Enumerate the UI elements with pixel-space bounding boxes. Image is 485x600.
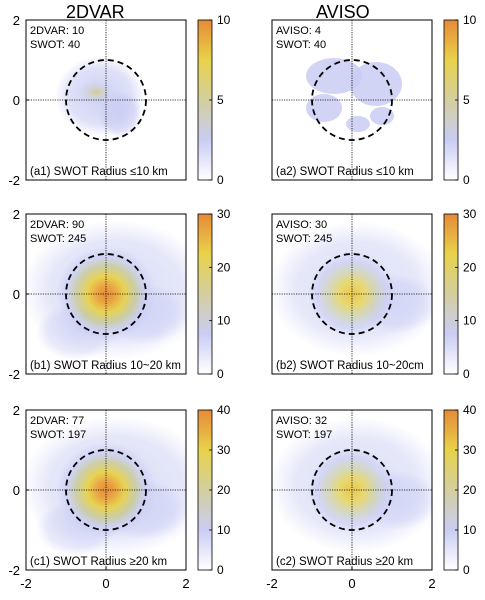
y-tick-label: 2: [13, 207, 20, 222]
reference-circle: [311, 59, 393, 141]
colorbar-tick-label: 5: [217, 93, 224, 107]
count-label: AVISO: 30: [276, 219, 327, 231]
count-label: 2DVAR: 10: [30, 25, 84, 37]
colorbar: [197, 213, 213, 375]
density-patch: [370, 107, 394, 125]
colorbar-tick-label: 10: [217, 13, 231, 27]
reference-circle: [311, 253, 393, 335]
column-title-aviso: AVISO: [316, 2, 370, 22]
panel-caption: (b1) SWOT Radius 10~20 km: [30, 360, 181, 372]
colorbar-tick-label: 20: [217, 260, 231, 274]
colorbar-tick-label: 10: [217, 314, 231, 328]
reference-circle: [65, 59, 147, 141]
density-lobe: [98, 90, 142, 138]
colorbar-tick-label: 40: [217, 403, 231, 417]
density-patch: [346, 116, 370, 132]
x-tick-label: 0: [102, 576, 109, 591]
count-label: SWOT: 245: [276, 233, 332, 245]
y-tick-label: -2: [8, 367, 20, 382]
y-tick-label: -2: [8, 563, 20, 578]
colorbar-tick-label: 20: [463, 260, 477, 274]
panel-caption: (a2) SWOT Radius ≤10 km: [276, 166, 414, 178]
panel-a2: AVISO: 4 SWOT: 40 (a2) SWOT Radius ≤10 km 1…: [271, 13, 477, 187]
density-patch: [306, 94, 342, 122]
panel-caption: (b2) SWOT Radius 10~20cm: [276, 360, 424, 372]
colorbar-tick-label: 30: [217, 443, 231, 457]
density-field: [306, 58, 402, 132]
x-tick-label: -2: [20, 576, 32, 591]
density-patch: [306, 58, 362, 94]
colorbar-tick-label: 0: [463, 173, 470, 187]
y-tick-label: 2: [13, 403, 20, 418]
plot-frame: [271, 19, 433, 181]
colorbar-tick-label: 5: [463, 93, 470, 107]
panel-a1: 2DVAR: 10 SWOT: 40 (a1) SWOT Radius ≤10 km…: [8, 13, 230, 188]
count-label: AVISO: 4: [276, 25, 321, 37]
density-core: [78, 80, 114, 104]
panel-c1: 2DVAR: 77 SWOT: 197 (c1) SWOT Radius ≥20 k…: [8, 403, 230, 591]
panel-b1: 2DVAR: 90 SWOT: 245 (b1) SWOT Radius 10~20…: [8, 207, 230, 382]
reference-circle: [65, 253, 147, 335]
colorbar-tick-label: 30: [217, 207, 231, 221]
count-label: SWOT: 40: [30, 39, 80, 51]
colorbar: [443, 213, 459, 375]
colorbar-tick-label: 40: [463, 403, 477, 417]
panel-caption: (c2) SWOT Radius ≥20 km: [276, 556, 413, 568]
count-label: SWOT: 197: [30, 429, 86, 441]
y-tick-label: -2: [8, 173, 20, 188]
panel-caption: (a1) SWOT Radius ≤10 km: [30, 166, 168, 178]
colorbar-tick-label: 10: [217, 523, 231, 537]
colorbar-tick-label: 0: [217, 173, 224, 187]
reference-circle: [65, 449, 147, 531]
colorbar-tick-label: 10: [463, 523, 477, 537]
x-tick-label: -2: [266, 576, 278, 591]
y-tick-label: 2: [13, 13, 20, 28]
x-tick-label: 2: [182, 576, 189, 591]
colorbar-tick-label: 30: [463, 443, 477, 457]
y-tick-label: 0: [13, 93, 20, 108]
density-patch: [350, 62, 402, 106]
panel-b2: AVISO: 30 SWOT: 245 (b2) SWOT Radius 10~20…: [271, 207, 477, 381]
count-label: 2DVAR: 90: [30, 219, 84, 231]
reference-circle: [311, 449, 393, 531]
colorbar-tick-label: 30: [463, 207, 477, 221]
y-tick-label: 0: [13, 483, 20, 498]
count-label: SWOT: 245: [30, 233, 86, 245]
colorbar-tick-label: 0: [217, 367, 224, 381]
colorbar-tick-label: 0: [463, 367, 470, 381]
y-tick-label: 0: [13, 287, 20, 302]
column-title-2dvar: 2DVAR: [66, 2, 125, 22]
colorbar-tick-label: 10: [463, 314, 477, 328]
colorbar-tick-label: 10: [463, 13, 477, 27]
density-field: [55, 56, 145, 138]
x-tick-label: 0: [348, 576, 355, 591]
colorbar-tick-label: 0: [217, 563, 224, 577]
colorbar-tick-label: 0: [463, 563, 470, 577]
count-label: 2DVAR: 77: [30, 415, 84, 427]
panel-c2: AVISO: 32 SWOT: 197 (c2) SWOT Radius ≥20 k…: [266, 403, 476, 591]
plot-frame: [271, 213, 433, 375]
count-label: SWOT: 40: [276, 39, 326, 51]
colorbar-tick-label: 20: [217, 483, 231, 497]
colorbar-tick-label: 20: [463, 483, 477, 497]
count-label: AVISO: 32: [276, 415, 327, 427]
panel-caption: (c1) SWOT Radius ≥20 km: [30, 556, 167, 568]
x-tick-label: 2: [428, 576, 435, 591]
count-label: SWOT: 197: [276, 429, 332, 441]
